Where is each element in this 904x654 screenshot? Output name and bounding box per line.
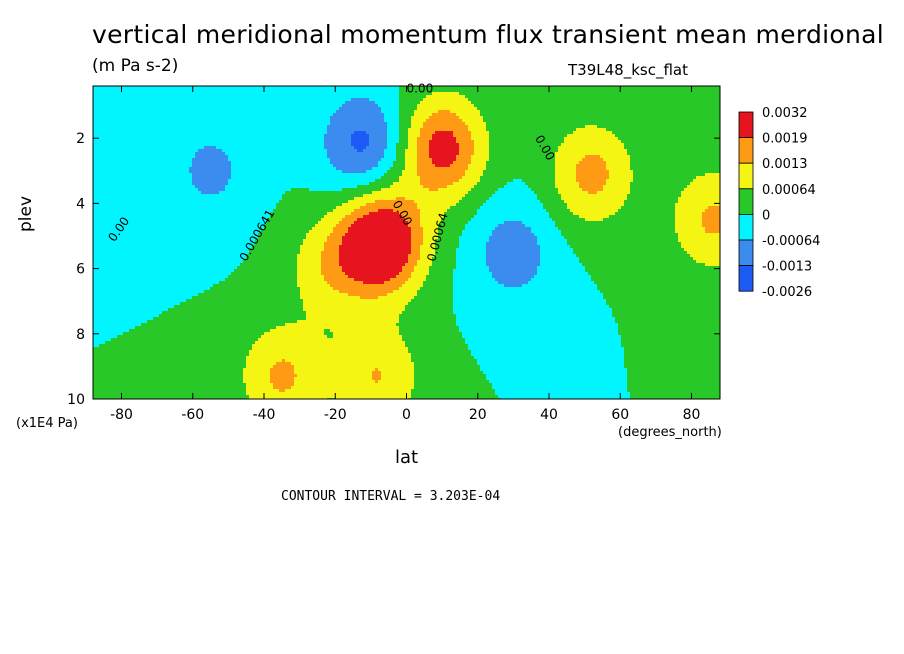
colorbar-swatch: [739, 163, 753, 189]
colorbar-label: -0.00064: [762, 234, 820, 249]
y-tick-label: 10: [67, 392, 85, 408]
colorbar-label: -0.0013: [762, 260, 812, 275]
contour-interval: CONTOUR INTERVAL = 3.203E-04: [281, 489, 500, 504]
colorbar-swatch: [739, 138, 753, 164]
colorbar-swatch: [739, 240, 753, 266]
x-tick-label: -60: [181, 407, 204, 423]
colorbar-swatch: [739, 189, 753, 215]
colorbar-label: -0.0026: [762, 285, 812, 300]
x-tick-label: -80: [110, 407, 133, 423]
x-tick-label: 20: [469, 407, 487, 423]
contour-label: 0.00: [407, 82, 434, 96]
colorbar-swatch: [739, 266, 753, 292]
x-tick-label: -20: [324, 407, 347, 423]
colorbar-swatch: [739, 214, 753, 240]
y-tick-label: 8: [76, 327, 85, 343]
y-tick-label: 6: [76, 262, 85, 278]
x-tick-label: -40: [253, 407, 276, 423]
x-tick-label: 40: [540, 407, 558, 423]
y-axis-units: (x1E4 Pa): [16, 416, 78, 431]
y-axis-label: plev: [16, 196, 36, 232]
y-tick-label: 2: [76, 131, 85, 147]
x-tick-label: 0: [402, 407, 411, 423]
field-grid: [93, 86, 720, 399]
colorbar-label: 0.0013: [762, 157, 808, 172]
colorbar-label: 0.00064: [762, 183, 816, 198]
colorbar-label: 0: [762, 208, 770, 223]
x-axis-label: lat: [395, 447, 418, 468]
colorbar-label: 0.0032: [762, 106, 808, 121]
x-axis-units: (degrees_north): [618, 425, 722, 440]
x-tick-label: 60: [611, 407, 629, 423]
colorbar-swatch: [739, 112, 753, 138]
y-tick-label: 4: [76, 196, 85, 212]
colorbar-label: 0.0019: [762, 132, 808, 147]
x-tick-label: 80: [683, 407, 701, 423]
